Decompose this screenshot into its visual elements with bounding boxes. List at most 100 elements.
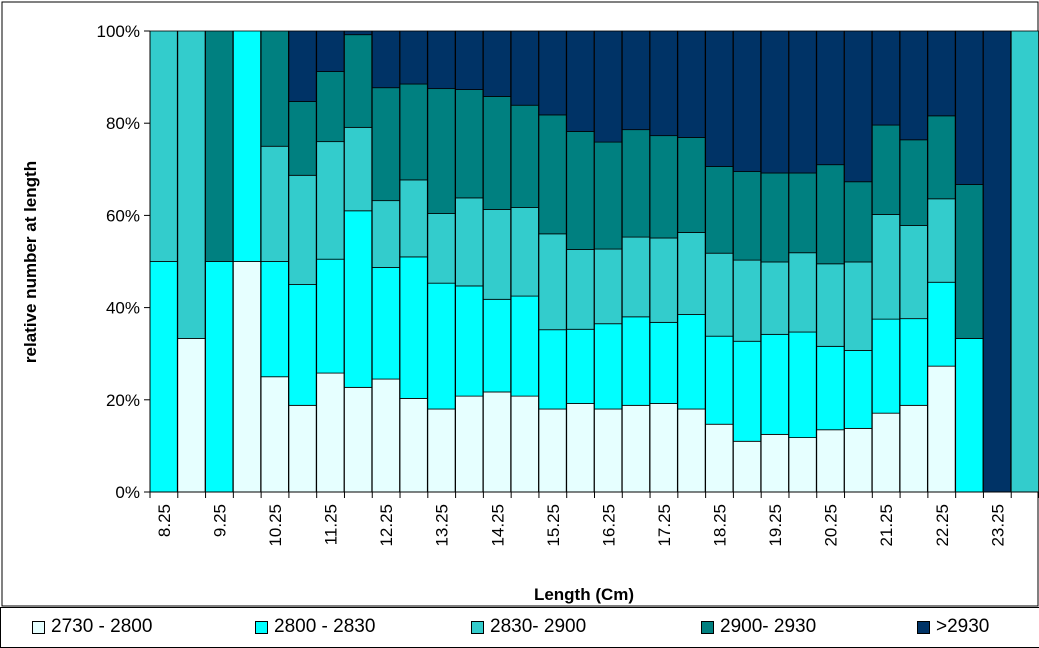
bar-segment <box>399 398 428 493</box>
bar-segment <box>482 30 512 97</box>
bar-segment <box>205 30 234 262</box>
bar-segment <box>288 101 317 176</box>
bar-segment <box>316 71 345 143</box>
bar-segment <box>621 30 650 131</box>
legend-item: 2730 - 2800 <box>32 616 152 638</box>
bar-segment <box>733 171 762 261</box>
legend-swatch <box>32 620 45 634</box>
x-tick-label: 19.25 <box>766 504 785 547</box>
bar-segment <box>538 408 567 493</box>
bar-segment <box>427 30 456 90</box>
bar-segment <box>1010 30 1039 493</box>
bar-segment <box>510 104 539 208</box>
bar-segment <box>955 184 984 339</box>
y-axis-label: relative number at length <box>21 161 40 363</box>
bar-segment <box>927 281 956 367</box>
bar-segment <box>899 404 928 493</box>
bar-segment <box>621 236 650 318</box>
bar-segment <box>455 395 484 493</box>
bar-segment <box>566 328 595 404</box>
bar-segment <box>344 386 373 493</box>
bar-segment <box>760 30 789 174</box>
bar-segment <box>816 164 845 265</box>
bar-segment <box>788 30 817 174</box>
bar-segment <box>455 89 484 199</box>
bar-segment <box>260 261 289 378</box>
legend-label: 2900- 2930 <box>720 616 817 637</box>
legend-item: >2930 <box>917 616 989 638</box>
legend-label: 2800 - 2830 <box>274 616 376 637</box>
bar-segment <box>927 198 956 283</box>
bar-segment <box>316 30 345 72</box>
legend: 2730 - 2800 2800 - 2830 2830- 2900 2900- 29… <box>0 607 1039 648</box>
y-tick-label: 60% <box>106 206 140 225</box>
bar-segment <box>733 30 762 173</box>
bar-segment <box>538 233 567 331</box>
bar-segment <box>816 30 845 166</box>
bar-segment <box>983 30 1012 493</box>
bar-segment <box>316 141 345 260</box>
bar-segment <box>594 248 623 325</box>
bar-segment <box>899 225 928 320</box>
x-tick-label: 16.25 <box>599 504 618 547</box>
bar-segment <box>371 378 400 493</box>
bar-segment <box>899 139 928 226</box>
bars-layer <box>149 30 1039 493</box>
y-tick-label: 20% <box>106 391 140 410</box>
bar-segment <box>566 131 595 250</box>
bar-segment <box>399 179 428 258</box>
bar-segment <box>705 30 734 167</box>
bar-segment <box>344 34 373 128</box>
bar-segment <box>760 333 789 435</box>
bar-segment <box>871 214 900 320</box>
y-tick-label: 100% <box>97 22 140 41</box>
bar-segment <box>899 30 928 141</box>
bar-segment <box>538 114 567 235</box>
bar-segment <box>288 284 317 406</box>
bar-segment <box>455 285 484 397</box>
bar-segment <box>510 295 539 397</box>
bar-segment <box>344 126 373 212</box>
bar-segment <box>260 145 289 262</box>
bar-segment <box>955 30 984 185</box>
bar-segment <box>594 30 623 143</box>
y-tick-label: 40% <box>106 299 140 318</box>
bar-segment <box>677 30 706 138</box>
bar-segment <box>510 207 539 297</box>
bar-segment <box>649 30 678 137</box>
x-tick-label: 22.25 <box>933 504 952 547</box>
bar-segment <box>427 408 456 493</box>
bar-segment <box>844 181 873 263</box>
bar-segment <box>510 395 539 493</box>
bar-segment <box>316 372 345 493</box>
bar-segment <box>927 30 956 117</box>
x-tick-label: 17.25 <box>655 504 674 547</box>
bar-segment <box>649 135 678 239</box>
bar-segment <box>705 423 734 493</box>
bar-segment <box>844 261 873 351</box>
bar-segment <box>288 30 317 102</box>
bar-segment <box>621 129 650 238</box>
legend-swatch <box>917 620 930 634</box>
bar-segment <box>816 429 845 493</box>
bar-segment <box>566 249 595 330</box>
bar-segment <box>482 391 512 493</box>
bar-segment <box>455 30 484 90</box>
bar-segment <box>538 329 567 410</box>
bar-segment <box>677 137 706 233</box>
bar-segment <box>399 256 428 399</box>
bar-segment <box>816 345 845 431</box>
x-tick-label: 11.25 <box>322 504 341 545</box>
x-tick-label: 23.25 <box>988 504 1007 547</box>
bar-segment <box>788 437 817 493</box>
bar-segment <box>621 316 650 406</box>
bar-segment <box>927 115 956 200</box>
bar-segment <box>677 232 706 315</box>
bar-segment <box>566 30 595 132</box>
axes-layer: 0% 20% 40% 60% 80% 100% 8.25 9.25 10.25 11.25 12.2… <box>97 22 1039 547</box>
x-tick-label: 18.25 <box>711 504 730 547</box>
bar-segment <box>260 30 289 147</box>
bar-segment <box>149 30 178 262</box>
legend-item: 2830- 2900 <box>471 616 586 638</box>
bar-segment <box>649 321 678 404</box>
